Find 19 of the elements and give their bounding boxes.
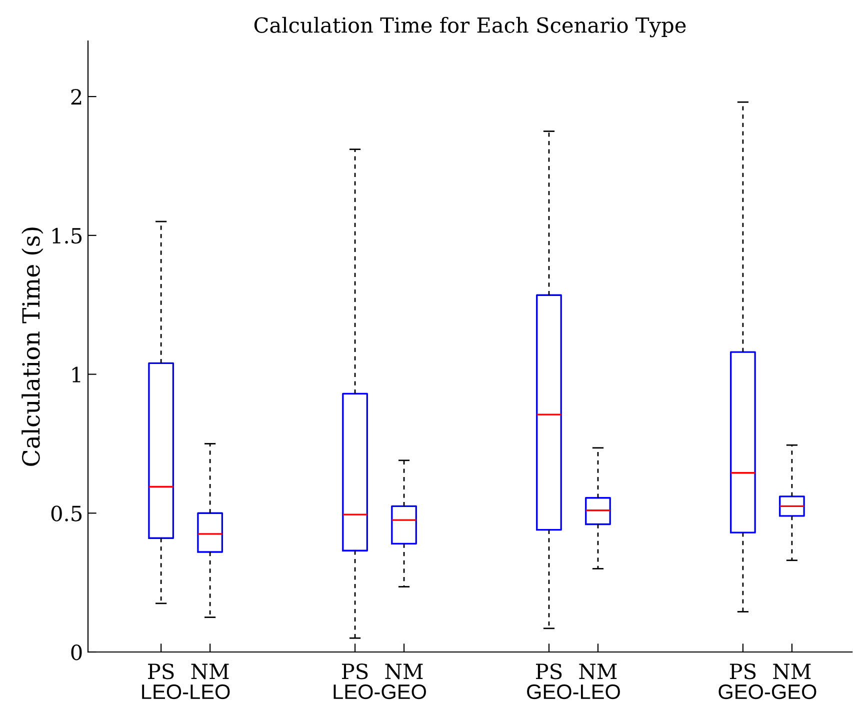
x-tick-label: NM — [773, 664, 811, 680]
text: GEO-GEO — [718, 684, 816, 700]
x-tick-label: PS — [148, 663, 174, 680]
y-tick-label: 0.5 — [51, 506, 82, 522]
y-axis-title: Calculation Time (s) — [22, 228, 44, 466]
y-tick-label: 2 — [71, 89, 82, 104]
x-tick-label: PS — [730, 663, 756, 680]
x-tick-label: PS — [342, 663, 368, 680]
y-tick-label: 1 — [72, 366, 80, 382]
x-tick-label: NM — [579, 664, 617, 680]
x-tick-label: PS — [536, 663, 562, 680]
y-tick-label: 1.5 — [52, 228, 82, 244]
text: LEO-LEO — [142, 684, 230, 700]
text: GEO-LEO — [527, 684, 620, 700]
text: LEO-GEO — [334, 684, 426, 700]
x-tick-label: NM — [191, 664, 229, 680]
x-tick-label: NM — [385, 664, 423, 680]
y-tick-label: 0 — [71, 644, 82, 660]
chart-title: Calculation Time for Each Scenario Type — [254, 16, 686, 38]
